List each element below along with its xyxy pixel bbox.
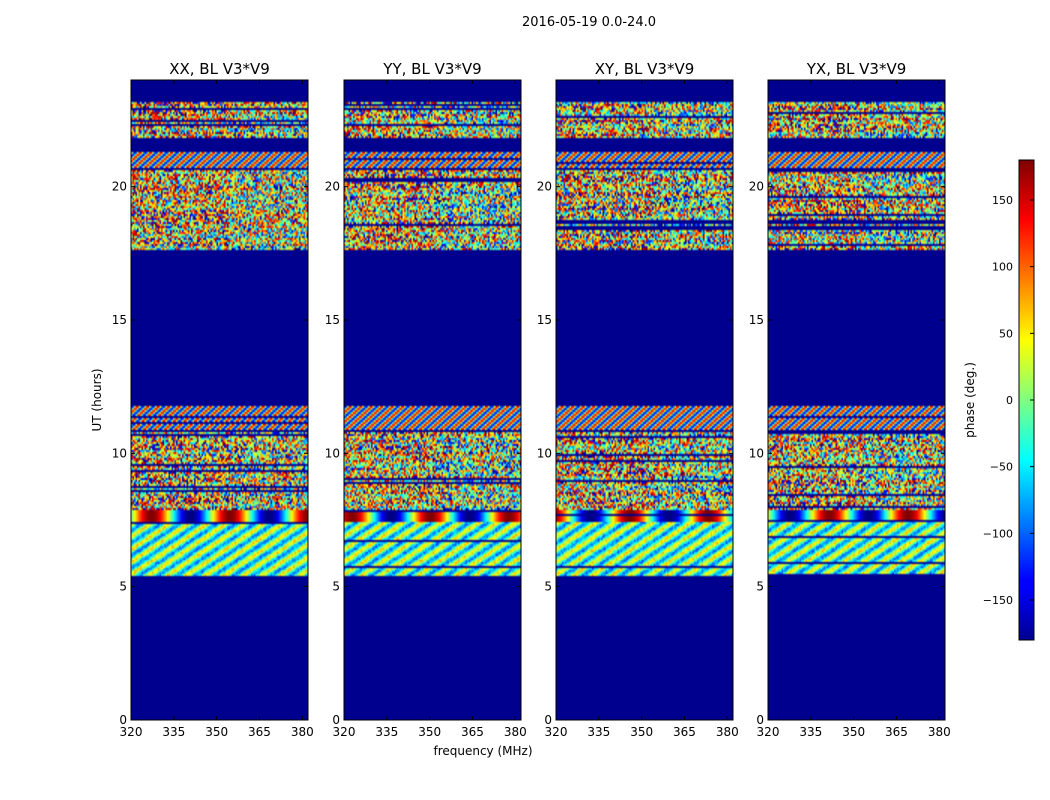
y-tick-label: 0	[756, 713, 764, 727]
phase-waterfall	[556, 80, 733, 720]
colorbar-label: phase (deg.)	[963, 362, 977, 438]
phase-waterfall	[768, 80, 945, 720]
y-tick-label: 0	[119, 713, 127, 727]
y-tick-label: 20	[325, 180, 340, 194]
colorbar-tick-label: −150	[983, 594, 1013, 607]
phase-waterfall	[131, 80, 308, 720]
x-tick-label: 365	[461, 725, 484, 739]
x-tick-label: 335	[375, 725, 398, 739]
x-tick-label: 380	[291, 725, 314, 739]
panel-title: XY, BL V3*V9	[595, 60, 695, 78]
y-tick-label: 10	[325, 446, 340, 460]
x-tick-label: 335	[162, 725, 185, 739]
colorbar-tick-label: 150	[992, 194, 1013, 207]
y-tick-label: 15	[749, 313, 764, 327]
x-tick-label: 350	[418, 725, 441, 739]
phase-waterfall	[344, 80, 521, 720]
colorbar-tick-label: −100	[983, 527, 1013, 540]
colorbar-tick-label: 0	[1006, 394, 1013, 407]
y-axis-label: UT (hours)	[90, 368, 104, 431]
x-tick-label: 365	[673, 725, 696, 739]
panel-frame	[130, 79, 309, 721]
y-tick-label: 5	[756, 580, 764, 594]
x-tick-label: 380	[716, 725, 739, 739]
panel-yx: YX, BL V3*V9 320 335 350 365 380 0 5 10 15 20	[749, 60, 951, 739]
colorbar-tick-label: 100	[992, 261, 1013, 274]
panel-title: XX, BL V3*V9	[169, 60, 270, 78]
y-tick-label: 0	[332, 713, 340, 727]
x-tick-label: 380	[928, 725, 951, 739]
x-tick-label: 365	[248, 725, 271, 739]
y-tick-label: 0	[544, 713, 552, 727]
x-tick-label: 320	[120, 725, 143, 739]
panel-xx: XX, BL V3*V9 320 335 350 365 380 0 5 10 15 20	[112, 60, 314, 739]
y-tick-label: 15	[537, 313, 552, 327]
y-tick-label: 20	[112, 180, 127, 194]
colorbar-ticks: 150 100 50 0 −50 −100 −150	[983, 194, 1034, 607]
y-tick-label: 20	[537, 180, 552, 194]
panel-xy: XY, BL V3*V9 320 335 350 365 380 0 5 10 15 20	[537, 60, 739, 739]
panel-title: YY, BL V3*V9	[382, 60, 481, 78]
y-tick-label: 10	[537, 446, 552, 460]
colorbar-tick-label: 50	[999, 327, 1013, 340]
y-tick-label: 15	[325, 313, 340, 327]
y-tick-label: 5	[544, 580, 552, 594]
y-tick-label: 20	[749, 180, 764, 194]
suptitle: 2016-05-19 0.0-24.0	[522, 15, 656, 30]
x-tick-label: 365	[885, 725, 908, 739]
y-tick-label: 10	[112, 446, 127, 460]
panel-frame	[343, 79, 522, 721]
x-tick-label: 335	[587, 725, 610, 739]
x-tick-label: 335	[799, 725, 822, 739]
colorbar-tick-label: −50	[990, 461, 1013, 474]
y-tick-label: 5	[332, 580, 340, 594]
x-tick-label: 350	[842, 725, 865, 739]
panel-frame	[555, 79, 734, 721]
y-tick-label: 15	[112, 313, 127, 327]
panel-title: YX, BL V3*V9	[806, 60, 907, 78]
x-tick-label: 350	[205, 725, 228, 739]
x-tick-label: 350	[630, 725, 653, 739]
colorbar: 150 100 50 0 −50 −100 −150 phase (deg.)	[963, 159, 1035, 641]
x-tick-label: 380	[504, 725, 527, 739]
x-tick-label: 320	[757, 725, 780, 739]
y-tick-label: 5	[119, 580, 127, 594]
x-tick-label: 320	[545, 725, 568, 739]
y-tick-label: 10	[749, 446, 764, 460]
x-axis-label: frequency (MHz)	[433, 744, 532, 758]
panel-frame	[767, 79, 946, 721]
x-tick-label: 320	[333, 725, 356, 739]
panel-yy: YY, BL V3*V9 320 335 350 365 380 0 5 10 15 20	[325, 60, 527, 739]
